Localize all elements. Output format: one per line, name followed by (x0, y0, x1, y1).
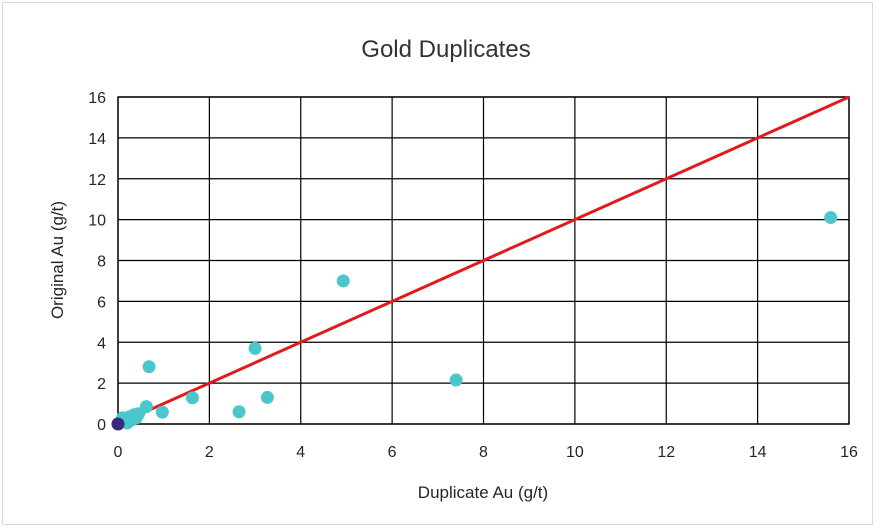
data-point (139, 400, 153, 414)
chart-title: Gold Duplicates (361, 36, 530, 63)
x-tick-label: 6 (388, 444, 397, 461)
x-axis-title: Duplicate Au (g/t) (418, 483, 548, 502)
x-tick-label: 8 (479, 444, 488, 461)
x-tick-label: 14 (749, 444, 767, 461)
data-point (185, 391, 199, 405)
x-axis-ticks: 0 2 4 6 8 10 12 14 16 (114, 444, 858, 461)
x-tick-label: 16 (840, 444, 858, 461)
y-tick-label: 12 (88, 172, 106, 189)
y-tick-label: 16 (88, 90, 106, 107)
y-tick-label: 10 (88, 213, 106, 230)
y-tick-label: 2 (97, 376, 106, 393)
data-point (142, 360, 156, 374)
data-point (248, 341, 262, 355)
y-axis-title: Original Au (g/t) (48, 201, 67, 319)
x-tick-label: 10 (566, 444, 584, 461)
y-tick-label: 0 (97, 417, 106, 434)
x-tick-label: 0 (114, 444, 123, 461)
plot-border (117, 96, 850, 425)
y-axis-ticks: 0 2 4 6 8 10 12 14 16 (88, 90, 106, 434)
data-point (232, 405, 246, 419)
y-tick-label: 14 (88, 131, 106, 148)
y-tick-label: 4 (97, 335, 106, 352)
data-point (260, 390, 274, 404)
data-point (155, 405, 169, 419)
y-tick-label: 6 (97, 294, 106, 311)
x-tick-label: 4 (296, 444, 305, 461)
y-tick-label: 8 (97, 254, 106, 271)
data-point (824, 211, 838, 225)
data-point (336, 274, 350, 288)
data-point (449, 373, 463, 387)
plot-grid (117, 96, 850, 425)
reference-line (117, 95, 850, 426)
data-points (111, 211, 838, 431)
x-tick-label: 2 (205, 444, 214, 461)
x-tick-label: 12 (657, 444, 675, 461)
data-point (111, 417, 125, 431)
